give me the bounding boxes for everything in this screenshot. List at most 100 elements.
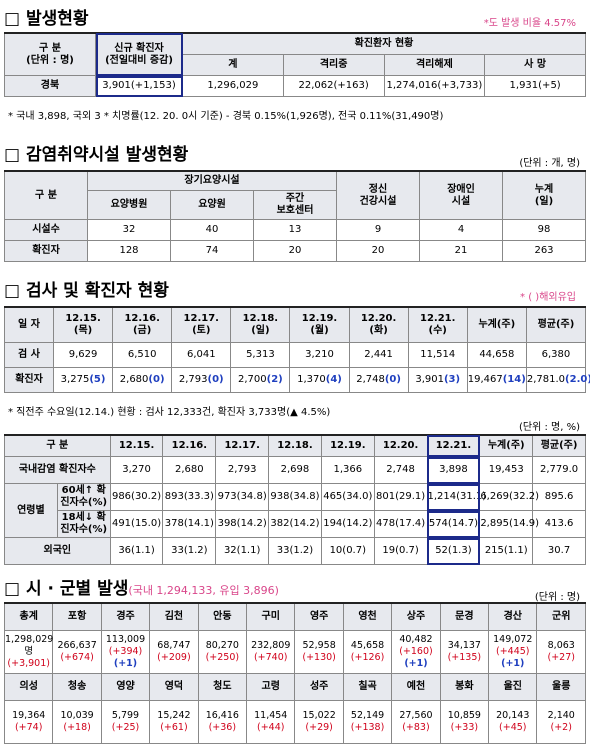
table-cell: 801(29.1) [373, 483, 428, 511]
cell-text: 6,269(32.2) [480, 491, 540, 502]
table-cell: 986(30.2) [109, 483, 164, 511]
cell-text: 19(0.7) [382, 545, 419, 556]
table-cell: 2,781.0(2.0) [525, 367, 590, 393]
cell-text: (+3,901) [7, 658, 50, 669]
table-cell: 1,931(+5) [484, 75, 586, 97]
table-cell: 893(33.3) [162, 483, 217, 511]
table-cell: 국내감염 확진자수 [4, 456, 111, 484]
table-cell: 40,482 (+160)(+1) [391, 630, 441, 674]
cell-text: 491(15.0) [111, 518, 162, 529]
table-cell: 검 사 [4, 342, 54, 368]
cell-text: 149,072 [493, 634, 533, 645]
cell-text: 3,210 [305, 349, 334, 360]
cell-text: 2,700 [238, 374, 267, 385]
cell-text: 12.21. [435, 440, 472, 451]
table-cell: 2,441 [348, 342, 409, 368]
table-cell: 확진자 [4, 367, 54, 393]
table-cell: 12.15. (목) [52, 306, 114, 343]
table-cell: 938(34.8) [268, 483, 322, 511]
table-cell: 울릉 [536, 673, 586, 701]
table-cell: 574(14.7) [426, 510, 481, 538]
cell-text: 232,809 [251, 640, 291, 651]
cell-text: 격리해제 [415, 59, 453, 70]
table-cell: 19,453 [479, 456, 534, 484]
table-cell: 1,298,029명 (+3,901) [3, 630, 54, 674]
cell-text: 연령별 [17, 504, 45, 516]
cell-text: (+138) [350, 722, 385, 733]
cell-text: 9 [374, 224, 382, 235]
table-cell: 491(15.0) [109, 510, 164, 538]
table-cell: 총계 [3, 602, 54, 631]
cell-text: 98 [537, 224, 551, 235]
cell-text: 12.19. [330, 440, 366, 451]
table-cell: 465(34.0) [320, 483, 375, 511]
cell-text: 938(34.8) [270, 491, 320, 502]
table-cell: 34,137 (+135) [439, 630, 490, 674]
table-cell: 봉화 [439, 673, 490, 701]
cell-text: 2,895(14.9) [480, 518, 540, 529]
cell-text: 영천 [358, 611, 377, 622]
table-cell: 80,270 (+250) [197, 630, 248, 674]
cell-text: 1,296,029 [207, 80, 259, 91]
cell-text: 6,510 [127, 349, 157, 360]
cell-text: (5) [89, 374, 106, 385]
table-cell: 포항 [52, 602, 102, 631]
cell-text: 영주 [309, 611, 329, 622]
cell-text: 사 망 [524, 59, 547, 70]
table-cell: 2,748 [373, 456, 428, 484]
cell-text: 시설수 [32, 224, 60, 235]
footnote: * 직전주 수요일(12.14.) 현황 : 검사 12,333건, 확진자 3… [8, 407, 331, 418]
title: □ 시 · 군별 발생 [4, 579, 129, 599]
table-row: 확진자 128 74 20 20 21 263 [4, 240, 586, 262]
cell-text: 청송 [67, 681, 87, 692]
table-cell: 19,364 (+74) [3, 700, 54, 744]
cell-text: 6,380 [541, 349, 571, 360]
cell-text: 378(14.1) [164, 518, 214, 529]
cell-text: 801(29.1) [376, 491, 426, 502]
cell-text: 52,958 [302, 640, 336, 651]
cell-text: 2,748 [386, 464, 415, 475]
cell-text: 465(34.0) [323, 491, 373, 502]
cell-text: 574(14.7) [428, 518, 478, 529]
table-cell: 68,747 (+209) [149, 630, 199, 674]
cell-text: 문경 [455, 611, 474, 622]
cell-text: 주간 보호센터 [276, 193, 314, 216]
cell-text: (+33) [450, 722, 479, 733]
table-cell: 2,793(0) [171, 367, 232, 393]
table-cell: 30.7 [532, 537, 586, 565]
cell-text: 18세↓ 확진자수(%) [60, 512, 108, 535]
table-cell: 10,859 (+33) [439, 700, 490, 744]
table-cell: 2,680 [162, 456, 217, 484]
cell-text: 신규 확진자 [114, 42, 164, 54]
cell-text: 11,514 [420, 349, 456, 360]
table-cell: 52,149 (+138) [342, 700, 393, 744]
table-cell: 6,041 [171, 342, 232, 368]
cell-text: 12.19. (월) [301, 313, 338, 336]
table-cell: 52,958 (+130) [294, 630, 344, 674]
cell-text: 김천 [164, 611, 184, 622]
table-cell: 경산 [488, 602, 538, 631]
cell-text: 3,270 [122, 464, 151, 475]
table-cell: 누계(주) [479, 434, 534, 457]
table-cell: 32(1.1) [215, 537, 270, 565]
cell-text: 총계 [19, 611, 38, 622]
cell-text: 경산 [503, 611, 522, 622]
cell-text: 누계 (일) [534, 183, 554, 207]
unit: (단위 : 명, %) [519, 422, 580, 433]
table-cell: 청도 [197, 673, 248, 701]
table-cell: 요양병원 [87, 190, 171, 220]
table-cell: 1,296,029 [182, 75, 284, 97]
cell-text: 검 사 [18, 349, 40, 360]
ratio-note: *도 발생 비율 4.57% [483, 18, 576, 29]
cell-text: 구 분 [35, 189, 57, 201]
cell-text: 요양원 [198, 199, 226, 210]
cell-text: 22,062(+163) [298, 80, 369, 91]
cell-text: 12.17. [224, 440, 260, 451]
cell-text: (+36) [208, 722, 237, 733]
table-cell: 격리해제 [383, 54, 486, 76]
table-cell: 누계 (일) [502, 170, 586, 220]
table-cell: 895.6 [532, 483, 586, 511]
table-cell: 20,143 (+45) [488, 700, 538, 744]
cell-text: 986(30.2) [111, 491, 162, 502]
cell-text: (+45) [499, 722, 527, 733]
